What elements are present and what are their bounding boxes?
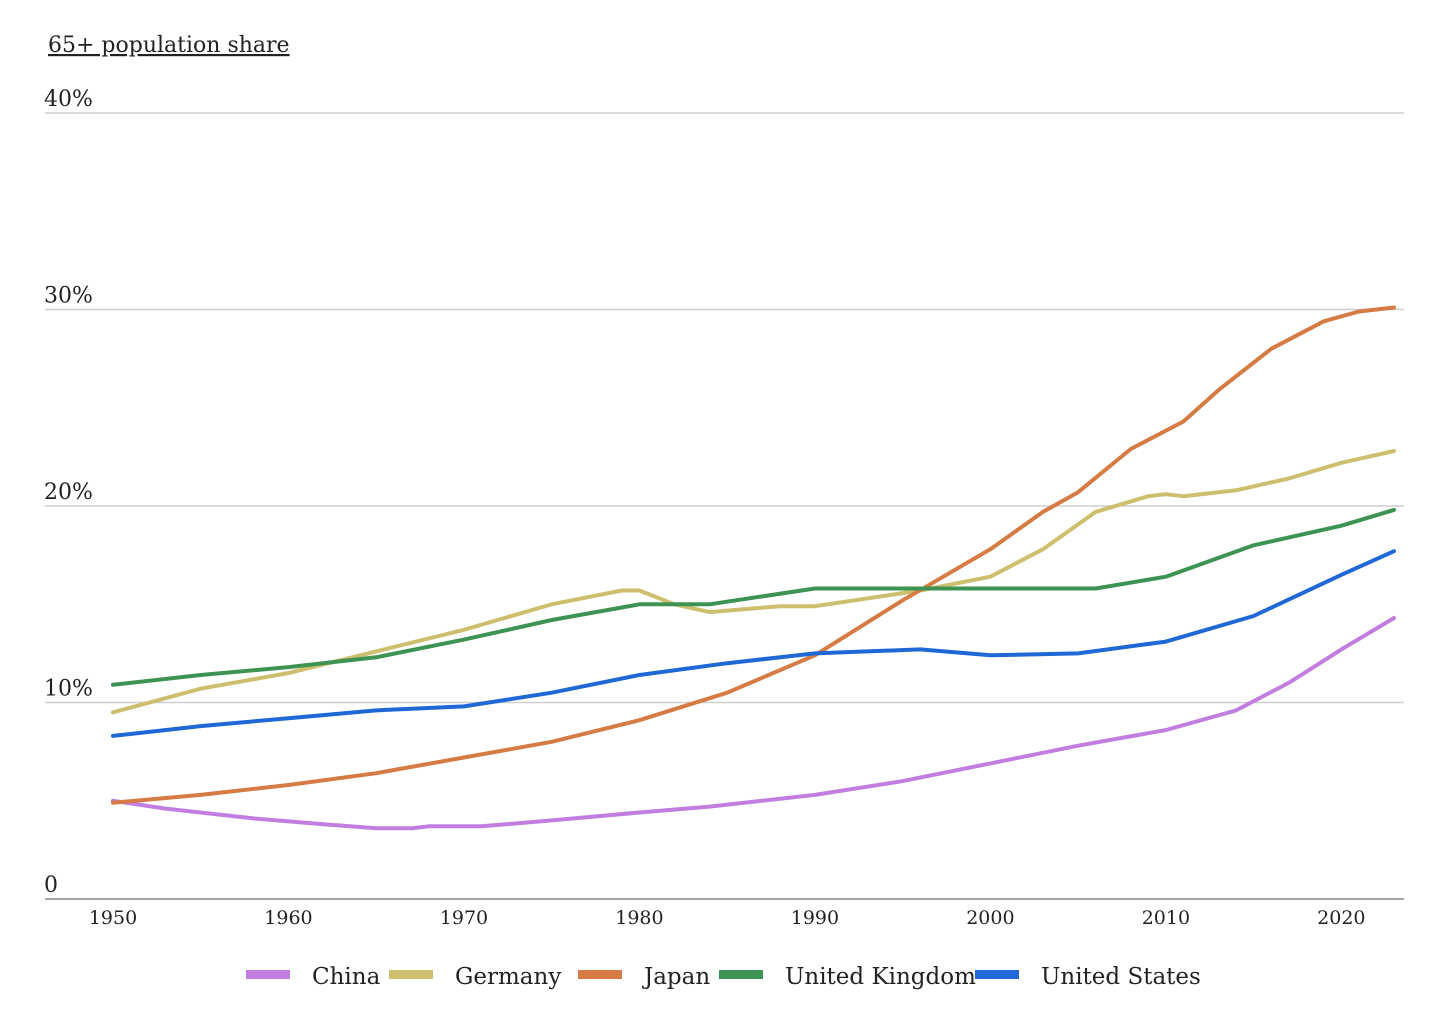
- x-tick-label: 2000: [966, 907, 1014, 929]
- legend-label-germany: Germany: [455, 964, 561, 990]
- legend-label-china: China: [312, 964, 381, 990]
- legend-label-united-states: United States: [1041, 964, 1201, 990]
- legend-swatch-united-kingdom: [719, 970, 763, 979]
- y-axis-ticks: 0 10% 20% 30% 40%: [44, 87, 93, 898]
- x-tick-label: 1950: [89, 907, 137, 929]
- x-tick-label: 1960: [264, 907, 312, 929]
- y-tick-label: 20%: [44, 480, 93, 505]
- series-line-germany: [111, 449, 1396, 715]
- series-lines: [111, 305, 1396, 831]
- legend-swatch-japan: [578, 970, 622, 979]
- series-line-united-states: [111, 549, 1396, 738]
- y-tick-label: 40%: [44, 87, 93, 112]
- y-tick-label: 30%: [44, 284, 93, 309]
- legend-swatch-united-states: [975, 970, 1019, 979]
- x-tick-label: 1970: [440, 907, 488, 929]
- legend-swatch-germany: [389, 970, 433, 979]
- series-line-china: [111, 616, 1396, 831]
- y-tick-label: 0: [44, 873, 58, 898]
- x-tick-label: 1990: [791, 907, 839, 929]
- y-axis-title: 65+ population share: [48, 33, 290, 58]
- legend: China Germany Japan United Kingdom United St…: [246, 964, 1201, 990]
- series-line-japan: [111, 305, 1396, 805]
- legend-label-japan: Japan: [642, 964, 710, 990]
- x-tick-label: 2020: [1317, 907, 1365, 929]
- x-tick-label: 1980: [615, 907, 663, 929]
- y-tick-label: 10%: [44, 677, 93, 702]
- gridlines: [45, 112, 1404, 900]
- x-tick-label: 2010: [1142, 907, 1190, 929]
- legend-swatch-china: [246, 970, 290, 979]
- legend-label-united-kingdom: United Kingdom: [785, 964, 976, 990]
- series-line-united-kingdom: [111, 507, 1396, 687]
- x-axis-ticks: 1950 1960 1970 1980 1990 2000 2010 2020: [89, 907, 1366, 929]
